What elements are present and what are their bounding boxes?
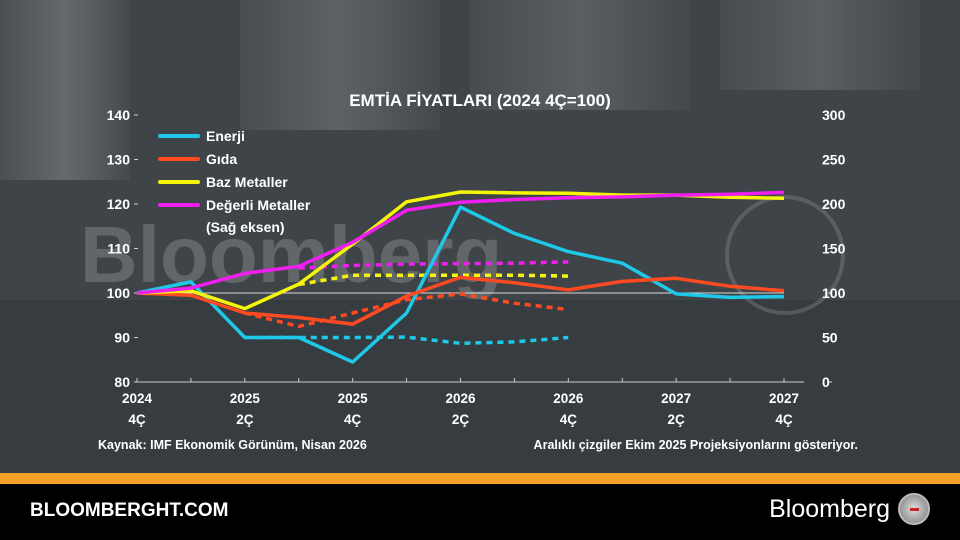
x-tick-quarter: 4Ç [560, 412, 578, 427]
projection-note: Aralıklı çizgiler Ekim 2025 Projeksiyonl… [534, 438, 858, 452]
x-tick-year: 2027 [769, 391, 799, 406]
y-left-tick-label: 110 [107, 241, 130, 257]
y-left-tick-label: 130 [107, 152, 131, 168]
ht-badge-icon [898, 493, 930, 525]
series-line-enerji [136, 205, 785, 364]
commodity-price-chart: Bloomberg EMTİA FİYATLARI (2024 4Ç=100) … [80, 91, 858, 452]
ht-logo-watermark [725, 195, 845, 315]
y-right-tick-label: 100 [822, 285, 846, 301]
x-tick-year: 2026 [445, 391, 476, 406]
x-tick-year: 2025 [338, 391, 369, 406]
legend-label: Gıda [206, 151, 237, 167]
x-tick-quarter: 2Ç [452, 412, 470, 427]
x-tick-quarter: 4Ç [128, 412, 146, 427]
footer: BLOOMBERGHT.COM Bloomberg [0, 484, 960, 540]
y-left-tick-label: 100 [107, 285, 131, 301]
chart-title: EMTİA FİYATLARI (2024 4Ç=100) [349, 91, 611, 110]
x-tick-year: 2026 [553, 391, 584, 406]
x-tick-year: 2024 [122, 391, 153, 406]
y-right-tick-label: 250 [822, 152, 846, 168]
projection-line-g-da [244, 292, 569, 329]
x-tick-quarter: 2Ç [236, 412, 254, 427]
projection-line-baz-metaller [298, 273, 569, 287]
legend-label-note: (Sağ eksen) [206, 219, 285, 235]
x-tick-year: 2025 [230, 391, 261, 406]
series-line-de-erli-metaller [136, 190, 785, 295]
legend-label: Baz Metaller [206, 174, 288, 190]
site-url[interactable]: BLOOMBERGHT.COM [30, 500, 229, 521]
x-tick-quarter: 4Ç [775, 412, 793, 427]
y-left-tick-label: 120 [107, 196, 131, 212]
y-right-tick-label: 50 [822, 330, 838, 346]
source-note: Kaynak: IMF Ekonomik Görünüm, Nisan 2026 [98, 438, 367, 452]
series-line-g-da [136, 275, 785, 326]
y-right-tick-label: 0 [822, 374, 830, 390]
y-left-tick-label: 80 [114, 374, 130, 390]
y-right-tick-label: 300 [822, 107, 846, 123]
x-tick-quarter: 4Ç [344, 412, 362, 427]
y-right-tick-label: 150 [822, 241, 846, 257]
legend-label: Değerli Metaller [206, 197, 311, 213]
bloomberg-watermark: Bloomberg [80, 210, 502, 299]
y-right-tick-label: 200 [822, 196, 846, 212]
projection-line-enerji [244, 335, 569, 346]
brand-logo: Bloomberg [769, 495, 890, 523]
y-left-tick-label: 140 [107, 107, 131, 123]
x-tick-quarter: 2Ç [668, 412, 686, 427]
y-left-tick-label: 90 [114, 330, 130, 346]
x-tick-year: 2027 [661, 391, 691, 406]
legend-label: Enerji [206, 128, 245, 144]
accent-bar [0, 473, 960, 484]
background-image [0, 0, 960, 473]
